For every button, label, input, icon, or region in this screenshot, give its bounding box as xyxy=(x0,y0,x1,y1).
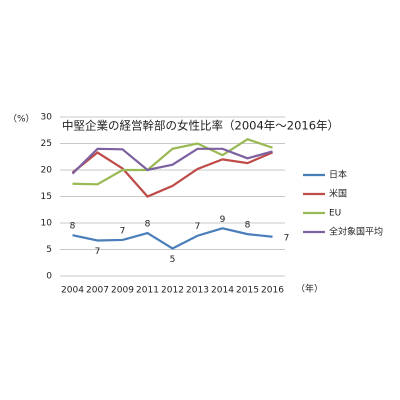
data-label: 9 xyxy=(220,215,226,225)
y-tick-label: 5 xyxy=(46,245,52,255)
legend-label: 米国 xyxy=(329,188,347,200)
x-tick-label: 2007 xyxy=(86,286,109,296)
x-axis-label: （年） xyxy=(296,283,323,295)
y-tick-label: 0 xyxy=(46,272,52,282)
data-label: 7 xyxy=(120,226,126,236)
legend-label: 日本 xyxy=(329,169,347,181)
y-tick-label: 10 xyxy=(41,219,53,229)
data-label: 7 xyxy=(284,233,290,243)
series-line xyxy=(71,147,273,175)
legend-label: EU xyxy=(329,209,341,219)
x-tick-label: 2004 xyxy=(61,286,84,296)
y-axis-label: （%） xyxy=(8,114,35,125)
x-tick-label: 2014 xyxy=(211,286,234,296)
x-tick-label: 2016 xyxy=(261,286,284,296)
x-tick-label: 2009 xyxy=(111,286,134,296)
chart-title: 中堅企業の経営幹部の女性比率（2004年～2016年） xyxy=(62,119,339,133)
data-label: 7 xyxy=(95,247,101,257)
legend-label: 全対象国平均 xyxy=(329,226,383,238)
data-label: 8 xyxy=(145,220,151,230)
x-tick-label: 2011 xyxy=(136,286,159,296)
series-line xyxy=(72,138,273,186)
series-line xyxy=(72,227,273,250)
series-line xyxy=(71,151,273,198)
y-tick-label: 30 xyxy=(41,113,53,123)
data-label: 5 xyxy=(170,255,176,265)
y-tick-label: 20 xyxy=(41,166,53,176)
x-tick-label: 2015 xyxy=(236,286,259,296)
x-tick-label: 2013 xyxy=(186,286,209,296)
y-tick-label: 25 xyxy=(41,139,52,149)
y-tick-label: 15 xyxy=(41,192,52,202)
data-label: 8 xyxy=(70,222,76,232)
x-tick-label: 2012 xyxy=(161,286,184,296)
data-label: 7 xyxy=(195,222,201,232)
data-label: 8 xyxy=(245,221,251,231)
